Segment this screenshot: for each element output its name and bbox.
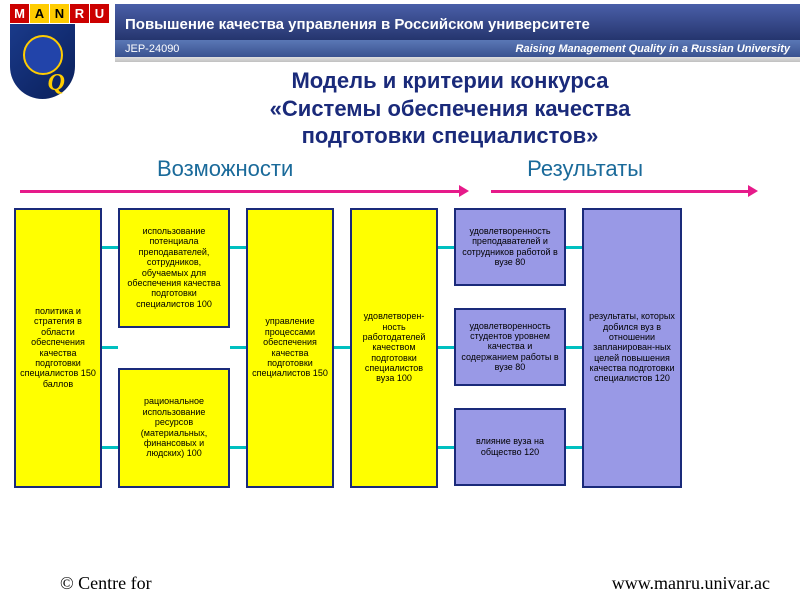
title-line-2: «Системы обеспечения качества <box>120 95 780 123</box>
connector-line <box>566 246 582 249</box>
connector-line <box>102 346 118 349</box>
model-box-b1: политика и стратегия в области обеспечен… <box>14 208 102 488</box>
flow-arrows <box>20 184 780 202</box>
banner-code: JEP-24090 <box>125 43 179 55</box>
banner: Повышение качества управления в Российск… <box>115 4 800 62</box>
q-letter-icon: Q <box>48 70 65 97</box>
model-box-b2b: рациональное использование ресурсов (мат… <box>118 368 230 488</box>
subhead-left: Возможности <box>157 156 293 182</box>
connector-line <box>566 346 582 349</box>
connector-line <box>230 346 246 349</box>
arrow-opportunities-icon <box>20 190 461 193</box>
banner-title-ru: Повышение качества управления в Российск… <box>115 4 800 40</box>
slide-title: Модель и критерии конкурса «Системы обес… <box>0 65 800 156</box>
model-box-b3: управление процессами обеспечения качест… <box>246 208 334 488</box>
arrow-results-icon <box>491 190 749 193</box>
connector-line <box>102 246 118 249</box>
model-box-b2a: использование потенциала преподавателей,… <box>118 208 230 328</box>
logo-letter: N <box>50 4 69 23</box>
model-box-b5b: удовлетворенность студентов уровнем каче… <box>454 308 566 386</box>
footer-copyright: © Centre for <box>60 573 152 594</box>
connector-line <box>566 446 582 449</box>
connector-line <box>438 446 454 449</box>
title-line-3: подготовки специалистов» <box>120 122 780 150</box>
model-box-b4: удовлетворен-ность работодателей качеств… <box>350 208 438 488</box>
logo-letter: A <box>30 4 49 23</box>
connector-line <box>438 346 454 349</box>
banner-title-en: Raising Management Quality in a Russian … <box>516 43 790 55</box>
column-headers: Возможности Результаты <box>0 156 800 184</box>
connector-line <box>230 246 246 249</box>
logo-letter: R <box>70 4 89 23</box>
connector-line <box>334 346 350 349</box>
connector-line <box>230 446 246 449</box>
eu-stars-icon <box>23 35 63 75</box>
manru-logo: MANRU Q <box>10 4 110 99</box>
model-box-b5a: удовлетворенность преподавателей и сотру… <box>454 208 566 286</box>
logo-letter: M <box>10 4 29 23</box>
connector-line <box>438 246 454 249</box>
header: MANRU Q Повышение качества управления в … <box>0 0 800 65</box>
footer-url: www.manru.univar.ac <box>612 573 770 594</box>
model-box-b5c: влияние вуза на общество 120 <box>454 408 566 486</box>
logo-emblem: Q <box>10 24 75 99</box>
model-diagram: политика и стратегия в области обеспечен… <box>14 208 786 494</box>
logo-letter: U <box>90 4 109 23</box>
connector-line <box>102 446 118 449</box>
footer: © Centre for www.manru.univar.ac <box>0 573 800 594</box>
subhead-right: Результаты <box>527 156 643 182</box>
title-line-1: Модель и критерии конкурса <box>120 67 780 95</box>
model-box-b6: результаты, которых добился вуз в отноше… <box>582 208 682 488</box>
